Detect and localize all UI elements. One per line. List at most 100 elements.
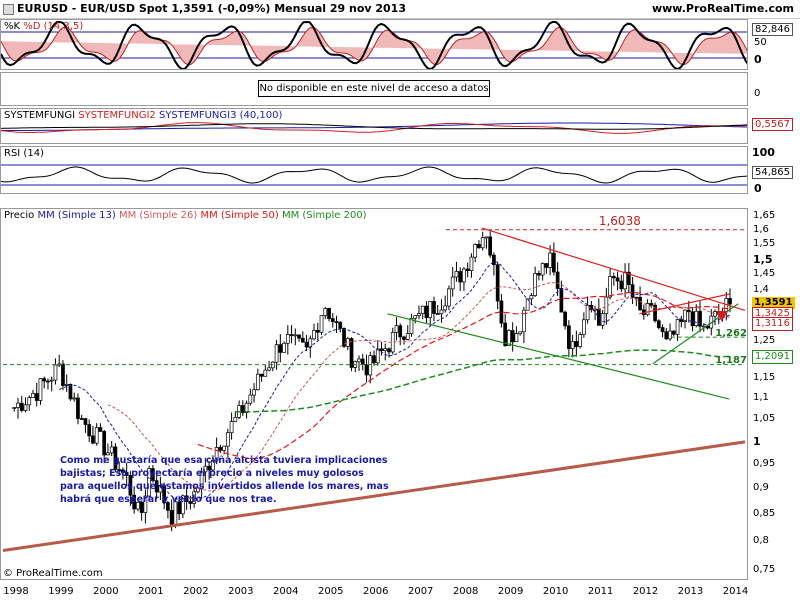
stochastic-panel[interactable]: %K %D (14,3,5) [0,19,748,70]
candle-body [297,334,301,339]
stochastic-axis-zero: 0 [754,53,762,66]
candle-body [518,331,523,334]
candle-body [447,288,451,307]
candle-body [308,338,313,348]
candle-body [233,417,238,422]
x-tick-label: 2012 [632,586,659,597]
candle-body [615,277,620,282]
candle-body [364,364,369,376]
price-panel[interactable]: Precio MM (Simple 13) MM (Simple 26) MM … [0,208,748,580]
stochastic-axis-top: 82,846 [752,23,793,36]
x-tick-label: 2014 [722,586,749,597]
candle-body [432,301,436,314]
candle-body [42,378,47,382]
candle-body [503,322,508,347]
candle-body [330,318,335,322]
y-tick-label: 1,25 [753,334,776,346]
candle-body [645,303,650,316]
candle-body [53,364,58,381]
candle-body [166,502,170,511]
candle-body [72,397,77,400]
wedge-red-inner [639,293,730,315]
candle-body [147,468,152,497]
candle-body [623,271,627,290]
y-tick-label: 1,55 [753,238,776,250]
candle-body [83,418,88,425]
candle-body [327,308,331,319]
candle-body [106,452,110,456]
candle-body [207,465,211,471]
systemfungi-axis-a: 0,5567 [752,118,793,131]
x-tick-label: 2005 [318,586,344,597]
candle-body [529,295,534,300]
candle-body [450,276,455,290]
x-tick-label: 2002 [183,586,209,597]
candle-body [248,394,253,404]
mm200-tag: 1,2091 [752,349,793,364]
rsi-axis-zero: 0 [754,182,762,195]
candle-body [537,273,541,276]
candle-body [409,317,414,334]
candle-body [611,276,616,279]
candle-body [626,271,631,286]
systemfungi-panel[interactable]: SYSTEMFUNGI SYSTEMFUNGI2 SYSTEMFUNGI3 (4… [0,108,748,144]
candle-body [293,334,298,337]
candle-body [585,304,590,321]
instrument-title: EURUSD - EUR/USD Spot 1,3591 (-0,09%) Me… [17,2,406,15]
candle-body [357,358,361,363]
y-tick-label: 1,4 [753,283,769,295]
candle-body [675,319,680,335]
candle-body [124,472,129,476]
candle-body [690,311,695,327]
candle-body [16,402,20,408]
candle-body [181,495,185,515]
stochastic-axis: 82,846 50 0 [749,19,800,70]
candle-body [229,421,234,434]
site-url[interactable]: www.ProRealTime.com [651,2,794,15]
candle-body [34,393,39,401]
candle-body [484,236,489,239]
candle-body [19,402,24,411]
candle-body [117,469,122,471]
systemfungi-axis: 0,5567 [749,108,800,144]
unavailable-message: No disponible en este nivel de acceso a … [258,80,490,97]
candle-body [402,336,406,340]
rsi-plot [1,164,747,186]
candle-body [23,404,28,411]
candle-body [559,288,564,313]
rsi-panel[interactable]: RSI (14) [0,146,748,194]
candle-body [154,480,159,493]
candle-body [630,284,635,298]
candle-body [38,378,43,401]
candle-body [683,309,687,322]
candle-body [334,321,339,323]
candle-body [656,320,661,328]
candle-body [596,308,601,326]
long-term-trendline [2,440,746,553]
mm26-tag: 1,3116 [752,317,793,332]
candle-body [360,358,365,365]
stochastic-axis-mid: 50 [754,37,767,48]
x-tick-label: 2003 [228,586,254,597]
y-tick-label: 1,6 [753,223,769,235]
y-tick-label: 0,75 [753,564,776,575]
candle-body [102,431,107,456]
candle-body [552,252,556,273]
y-tick-label: 1,45 [753,268,776,279]
candle-body [383,348,388,351]
candle-body [694,310,699,327]
arrow-down-icon: ▼ [716,307,728,324]
candle-body [698,310,702,327]
x-tick-label: 2009 [497,586,524,597]
candle-body [98,427,103,432]
candle-body [435,313,440,315]
candle-body [338,321,343,329]
candle-body [349,338,354,368]
instrument-icon[interactable] [3,4,14,15]
x-tick-label: 2001 [138,586,164,597]
candle-body [428,301,433,319]
candle-body [668,330,672,340]
candle-body [634,296,639,299]
candle-body [139,501,144,513]
candle-body [540,263,545,276]
